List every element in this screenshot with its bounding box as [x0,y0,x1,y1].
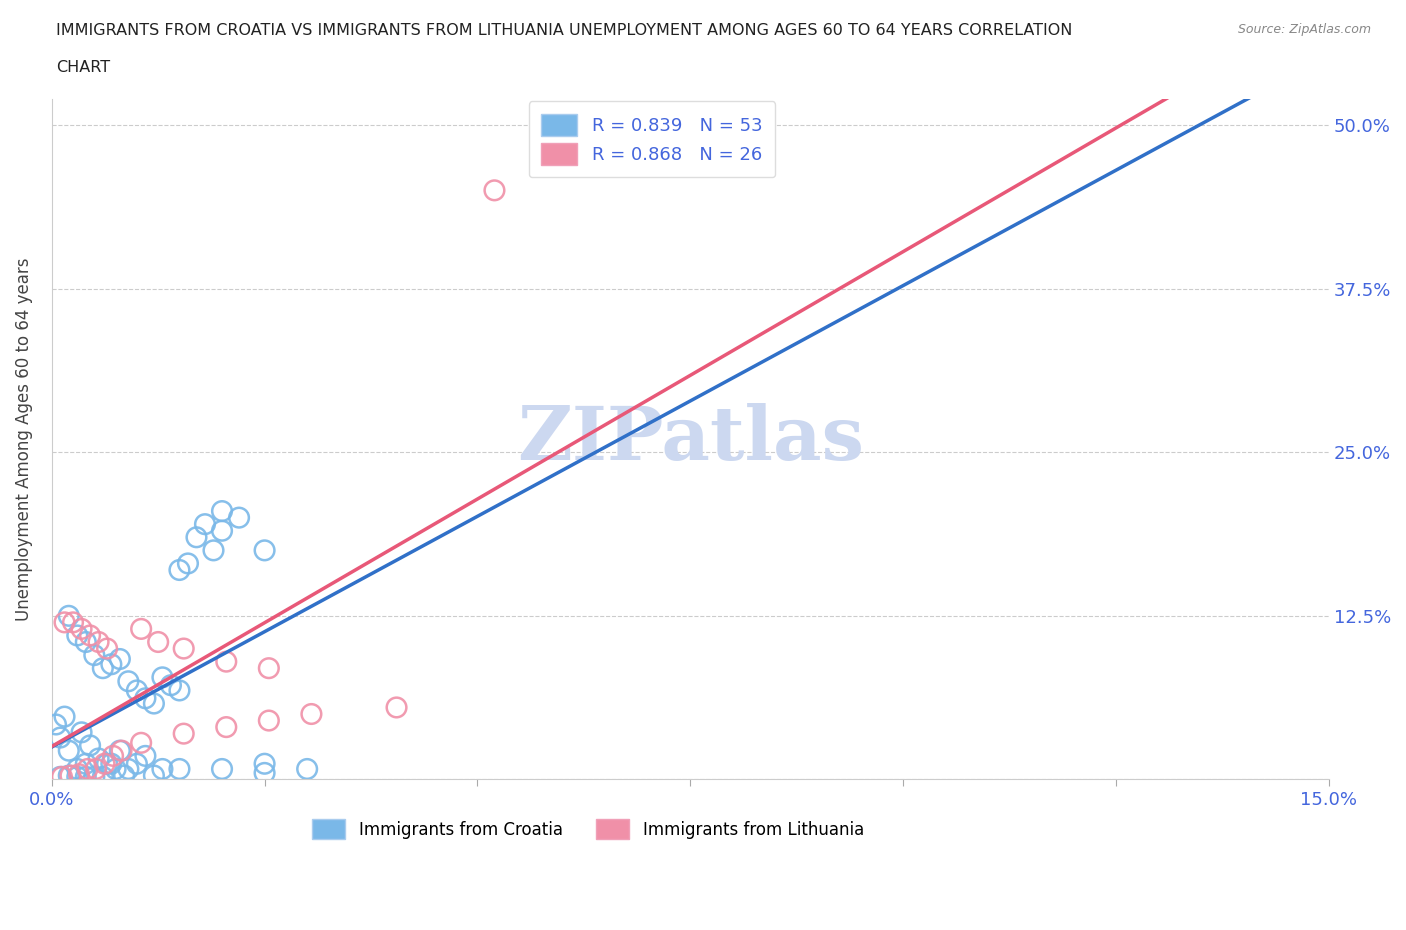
Point [79,738,101,753]
Point [211,504,233,519]
Point [62,615,84,630]
Point [58,768,80,783]
Point [299,707,322,722]
Point [211,524,233,538]
Point [211,762,233,777]
Point [66,762,89,777]
Point [53,615,76,630]
Point [202,543,225,558]
Point [257,713,280,728]
Point [117,674,139,689]
Point [75,634,97,649]
Point [177,556,200,571]
Point [117,762,139,777]
Point [91,660,114,675]
Text: IMMIGRANTS FROM CROATIA VS IMMIGRANTS FROM LITHUANIA UNEMPLOYMENT AMONG AGES 60 : IMMIGRANTS FROM CROATIA VS IMMIGRANTS FR… [56,23,1073,38]
Point [70,724,93,739]
Text: ZIPatlas: ZIPatlas [517,403,863,475]
Point [49,769,72,784]
Point [215,720,238,735]
Point [76,762,98,777]
Point [100,657,122,671]
Point [173,641,195,656]
Point [59,768,82,783]
Point [79,628,101,643]
Point [173,726,195,741]
Point [169,762,191,777]
Point [134,749,156,764]
Point [215,654,238,669]
Point [253,756,276,771]
Point [186,530,208,545]
Point [152,762,174,777]
Point [70,621,93,636]
Point [125,683,148,698]
Point [134,691,156,706]
Point [51,769,73,784]
Point [146,634,169,649]
Point [58,608,80,623]
Point [160,678,183,693]
Point [257,660,280,675]
Legend: Immigrants from Croatia, Immigrants from Lithuania: Immigrants from Croatia, Immigrants from… [305,812,870,846]
Text: Source: ZipAtlas.com: Source: ZipAtlas.com [1237,23,1371,36]
Point [101,749,124,764]
Point [228,511,250,525]
Point [53,710,76,724]
Point [45,717,67,732]
Point [108,652,131,667]
Point [112,768,135,783]
Point [75,769,97,784]
Point [49,730,72,745]
Text: CHART: CHART [56,60,110,75]
Point [169,683,191,698]
Point [108,743,131,758]
Point [142,696,165,711]
Point [125,756,148,771]
Point [75,756,97,771]
Point [91,769,114,784]
Point [169,563,191,578]
Point [104,762,127,777]
Point [253,765,276,780]
Point [129,621,152,636]
Point [194,517,217,532]
Point [87,751,110,766]
Point [84,762,107,777]
Point [66,628,89,643]
Point [100,756,122,771]
Point [253,543,276,558]
Point [93,756,115,771]
Point [66,769,89,784]
Point [87,634,110,649]
Point [142,768,165,783]
Point [83,647,105,662]
Point [484,183,506,198]
Point [67,767,90,782]
Point [83,769,105,784]
Point [129,736,152,751]
Point [110,743,132,758]
Point [58,743,80,758]
Point [96,756,118,771]
Y-axis label: Unemployment Among Ages 60 to 64 years: Unemployment Among Ages 60 to 64 years [15,258,32,621]
Point [385,700,408,715]
Point [152,670,174,684]
Point [295,762,318,777]
Point [96,641,118,656]
